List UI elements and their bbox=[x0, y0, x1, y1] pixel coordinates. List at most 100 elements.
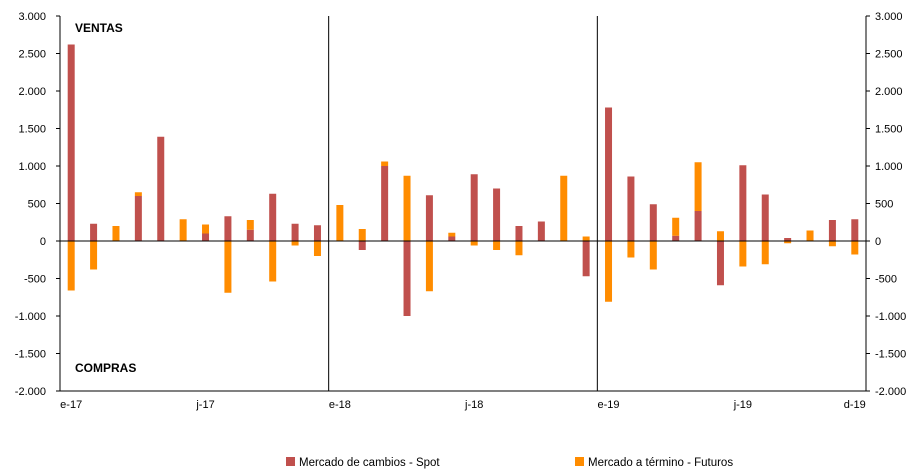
bar-futuros-15 bbox=[403, 175, 411, 241]
bar-spot-11 bbox=[313, 225, 321, 241]
bar-futuros-3 bbox=[134, 192, 142, 196]
bar-futuros-14 bbox=[381, 161, 389, 166]
bar-spot-4 bbox=[157, 136, 165, 241]
bar-futuros-29 bbox=[716, 231, 724, 241]
bar-spot-26 bbox=[649, 204, 657, 241]
bar-futuros-0 bbox=[67, 241, 75, 291]
bar-futuros-25 bbox=[627, 241, 635, 258]
legend-swatch-futuros bbox=[575, 457, 584, 466]
bar-spot-30 bbox=[739, 165, 747, 241]
annotations-layer: VENTAS COMPRAS bbox=[75, 21, 136, 375]
bar-spot-34 bbox=[828, 220, 836, 241]
bar-spot-23 bbox=[582, 241, 590, 277]
bar-spot-24 bbox=[605, 107, 613, 241]
y-tick-label-right: 3.000 bbox=[875, 11, 903, 23]
annotation-ventas: VENTAS bbox=[75, 21, 123, 35]
bar-futuros-31 bbox=[761, 241, 769, 265]
legend-swatch-spot bbox=[286, 457, 295, 466]
y-tick-label-right: 2.500 bbox=[875, 49, 903, 61]
x-tick-label: j-17 bbox=[195, 399, 214, 411]
bar-spot-17 bbox=[448, 236, 456, 241]
bar-spot-6 bbox=[202, 233, 210, 241]
bar-spot-19 bbox=[493, 188, 501, 241]
bar-futuros-20 bbox=[515, 241, 523, 256]
bar-spot-25 bbox=[627, 176, 635, 241]
bar-spot-35 bbox=[851, 219, 859, 241]
y-tick-label-right: 1.000 bbox=[875, 161, 903, 173]
y-tick-label-left: 0 bbox=[40, 236, 46, 248]
annotation-compras: COMPRAS bbox=[75, 361, 136, 375]
y-tick-label-left: -1.000 bbox=[15, 311, 46, 323]
bar-spot-13 bbox=[358, 241, 366, 250]
y-tick-label-right: -2.000 bbox=[875, 386, 906, 398]
legend-label-spot: Mercado de cambios - Spot bbox=[299, 457, 440, 469]
x-tick-label: e-17 bbox=[60, 399, 82, 411]
y-tick-label-left: -2.000 bbox=[15, 386, 46, 398]
bar-futuros-19 bbox=[493, 241, 501, 250]
bar-futuros-30 bbox=[739, 241, 747, 267]
bar-futuros-16 bbox=[425, 241, 433, 292]
bar-futuros-12 bbox=[336, 205, 344, 241]
bar-spot-32 bbox=[784, 238, 792, 241]
y-tick-label-left: 1.000 bbox=[18, 161, 46, 173]
bar-futuros-2 bbox=[112, 226, 120, 241]
x-tick-label: j-19 bbox=[733, 399, 752, 411]
bar-futuros-7 bbox=[224, 241, 232, 293]
bar-spot-31 bbox=[761, 194, 769, 241]
bar-futuros-33 bbox=[806, 230, 814, 241]
x-tick-label: j-18 bbox=[464, 399, 483, 411]
bar-futuros-11 bbox=[313, 241, 321, 256]
y-tick-label-left: 1.500 bbox=[18, 124, 46, 136]
y-tick-label-left: 500 bbox=[28, 199, 46, 211]
y-tick-label-right: 500 bbox=[875, 199, 893, 211]
legend-label-futuros: Mercado a término - Futuros bbox=[588, 457, 733, 469]
bar-spot-21 bbox=[537, 221, 545, 241]
bar-futuros-1 bbox=[90, 241, 98, 270]
bar-futuros-18 bbox=[470, 241, 478, 246]
bar-spot-18 bbox=[470, 174, 478, 241]
bar-futuros-34 bbox=[828, 241, 836, 247]
y-tick-label-left: 2.000 bbox=[18, 86, 46, 98]
bar-spot-8 bbox=[246, 229, 254, 241]
bar-spot-15 bbox=[403, 241, 411, 316]
x-tick-label: e-19 bbox=[598, 399, 620, 411]
bar-futuros-17 bbox=[448, 232, 456, 237]
bar-spot-1 bbox=[90, 223, 98, 241]
x-tick-label: e-18 bbox=[329, 399, 351, 411]
bar-futuros-8 bbox=[246, 220, 254, 230]
y-tick-label-right: 1.500 bbox=[875, 124, 903, 136]
bar-futuros-9 bbox=[269, 241, 277, 282]
bar-futuros-32 bbox=[784, 241, 792, 244]
bar-futuros-28 bbox=[694, 162, 702, 211]
axes-layer: 3.000 3.000 2.500 2.500 2.000 2.000 1.500 1.500… bbox=[15, 11, 906, 411]
y-tick-label-right: -1.000 bbox=[875, 311, 906, 323]
y-tick-label-left: -1.500 bbox=[15, 349, 46, 361]
legend: Mercado de cambios - Spot Mercado a térmi… bbox=[286, 457, 733, 469]
y-tick-label-right: -1.500 bbox=[875, 349, 906, 361]
x-tick-label: d-19 bbox=[844, 399, 866, 411]
bars-layer bbox=[60, 44, 866, 316]
bar-spot-20 bbox=[515, 226, 523, 241]
bar-futuros-6 bbox=[202, 224, 210, 234]
bar-spot-7 bbox=[224, 216, 232, 241]
bar-futuros-10 bbox=[291, 241, 299, 246]
bar-futuros-27 bbox=[672, 217, 680, 236]
bar-futuros-23 bbox=[582, 236, 590, 241]
bar-spot-14 bbox=[381, 166, 389, 241]
bar-spot-29 bbox=[716, 241, 724, 286]
bar-spot-27 bbox=[672, 235, 680, 241]
y-tick-label-left: 2.500 bbox=[18, 49, 46, 61]
bar-futuros-22 bbox=[560, 175, 568, 241]
y-tick-label-right: -500 bbox=[875, 274, 897, 286]
bar-spot-10 bbox=[291, 223, 299, 241]
y-tick-label-right: 0 bbox=[875, 236, 881, 248]
bar-spot-3 bbox=[134, 196, 142, 241]
bar-futuros-35 bbox=[851, 241, 859, 255]
bar-futuros-24 bbox=[605, 241, 613, 302]
bar-spot-16 bbox=[425, 195, 433, 241]
y-tick-label-left: -500 bbox=[24, 274, 46, 286]
bar-spot-28 bbox=[694, 211, 702, 241]
bar-futuros-26 bbox=[649, 241, 657, 270]
